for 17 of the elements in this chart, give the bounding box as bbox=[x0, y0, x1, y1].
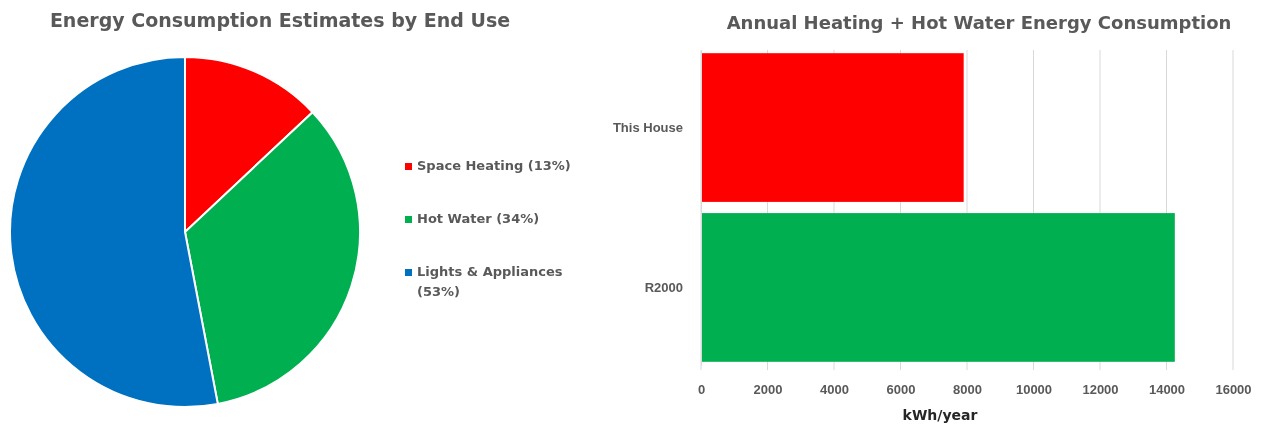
y-tick-label: R2000 bbox=[644, 279, 683, 295]
legend-label: Hot Water (34%) bbox=[417, 211, 540, 226]
x-tick-label: 12000 bbox=[1082, 382, 1119, 398]
y-tick-label: This House bbox=[612, 119, 683, 135]
x-tick-label: 16000 bbox=[1215, 382, 1252, 398]
x-tick-label: 0 bbox=[697, 382, 706, 398]
x-axis-title: kWh/year bbox=[902, 407, 978, 423]
x-tick-label: 2000 bbox=[753, 382, 783, 398]
x-tick-label: 8000 bbox=[953, 382, 982, 398]
chart-title: Annual Heating + Hot Water Energy Consumption bbox=[726, 12, 1232, 33]
x-tick-label: 10000 bbox=[1015, 382, 1053, 398]
chart-title: Energy Consumption Estimates by End Use bbox=[49, 9, 511, 31]
x-tick-label: 14000 bbox=[1148, 382, 1186, 398]
legend-label: Space Heating (13%) bbox=[417, 158, 571, 173]
x-tick-label: 4000 bbox=[820, 382, 849, 398]
legend-label: Lights & Appliances (53%) bbox=[417, 264, 563, 299]
x-tick-label: 6000 bbox=[886, 382, 916, 398]
